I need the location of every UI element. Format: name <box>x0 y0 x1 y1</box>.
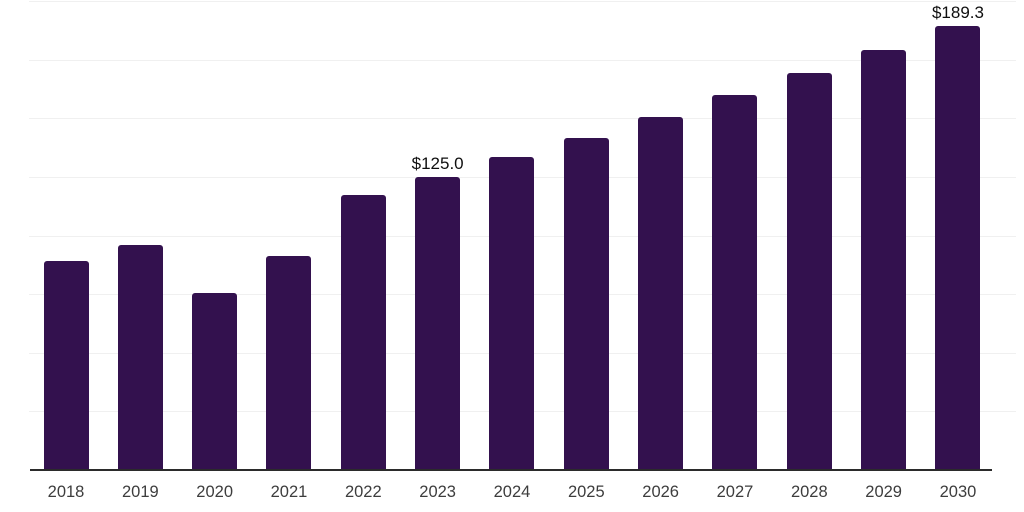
x-tick-label-2018: 2018 <box>47 483 85 501</box>
bar-2019 <box>117 245 163 470</box>
data-label-2023: $125.0 <box>411 153 464 173</box>
x-tick-label-2021: 2021 <box>270 483 308 501</box>
x-axis-line <box>30 469 992 471</box>
x-tick-label-2026: 2026 <box>642 483 679 501</box>
data-label-2030: $189.3 <box>931 3 984 23</box>
bar-2021 <box>266 256 312 470</box>
x-tick-label-2030: 2030 <box>939 483 977 501</box>
bar-2024 <box>489 157 535 470</box>
bar-2018 <box>43 260 89 470</box>
bar-2025 <box>563 138 609 470</box>
gridline <box>29 0 1016 2</box>
x-tick-label-2027: 2027 <box>716 483 754 501</box>
x-tick-label-2028: 2028 <box>790 483 828 501</box>
x-tick-label-2025: 2025 <box>567 483 605 501</box>
bar-2027 <box>712 95 758 470</box>
x-tick-label-2029: 2029 <box>865 483 902 501</box>
bar-2030 <box>935 26 981 470</box>
x-tick-label-2022: 2022 <box>344 483 382 501</box>
x-tick-label-2019: 2019 <box>121 483 159 501</box>
x-tick-label-2023: 2023 <box>419 483 456 501</box>
bar-2020 <box>192 292 238 470</box>
bar-2026 <box>638 117 684 470</box>
bar-2023 <box>415 176 461 470</box>
gridline <box>29 118 1016 120</box>
bar-2029 <box>861 49 907 470</box>
gridline <box>29 59 1016 61</box>
bar-2022 <box>340 195 386 470</box>
x-tick-label-2024: 2024 <box>493 483 531 501</box>
bar-2028 <box>786 72 832 470</box>
x-tick-label-2020: 2020 <box>196 483 234 501</box>
